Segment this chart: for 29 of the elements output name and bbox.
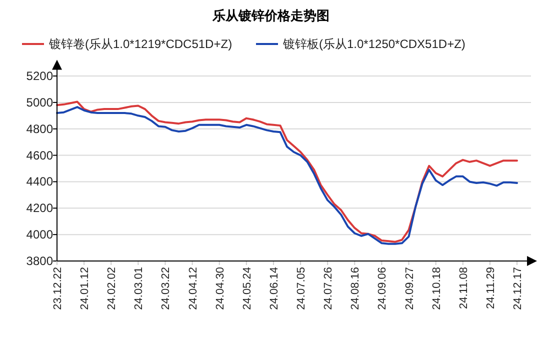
- x-tick-label: 24.12.17: [512, 267, 524, 310]
- legend-label: 镀锌板(乐从1.0*1250*CDX51D+Z): [282, 37, 466, 51]
- y-tick-label: 4600: [26, 148, 54, 162]
- y-tick-label: 4000: [26, 228, 54, 242]
- x-tick-label: 24.07.05: [296, 267, 308, 310]
- x-tick-label: 24.09.27: [404, 267, 416, 310]
- x-tick-label: 24.01.12: [79, 267, 92, 310]
- x-tick-label: 24.04.12: [187, 267, 200, 310]
- x-tick-label: 23.12.22: [52, 267, 64, 310]
- x-tick-label: 24.06.14: [268, 267, 280, 310]
- x-tick-label: 24.09.06: [376, 267, 389, 310]
- x-tick-label: 24.02.02: [106, 267, 118, 310]
- x-tick-label: 24.11.08: [458, 267, 470, 310]
- y-tick-label: 3800: [26, 254, 54, 268]
- x-tick-label: 24.11.29: [484, 267, 497, 310]
- y-tick-label: 5000: [26, 95, 54, 110]
- x-tick-label: 24.03.01: [133, 267, 146, 310]
- x-tick-label: 24.03.22: [160, 267, 172, 310]
- x-tick-label: 24.05.24: [241, 267, 254, 310]
- y-tick-label: 4800: [26, 122, 54, 136]
- x-tick-label: 24.10.18: [430, 267, 443, 310]
- chart-title: 乐从镀锌价格走势图: [212, 8, 330, 23]
- x-tick-label: 24.04.30: [214, 267, 226, 310]
- x-tick-label: 24.07.26: [322, 267, 335, 310]
- y-tick-label: 4400: [26, 174, 54, 189]
- y-tick-label: 4200: [26, 201, 54, 216]
- y-tick-label: 5200: [26, 69, 54, 84]
- x-tick-label: 24.08.16: [350, 267, 362, 310]
- legend-label: 镀锌卷(乐从1.0*1219*CDC51D+Z): [48, 37, 232, 51]
